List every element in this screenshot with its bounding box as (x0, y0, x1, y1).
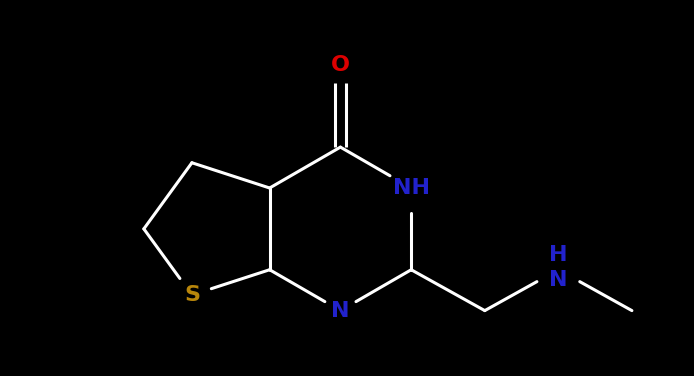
Text: N: N (331, 300, 350, 321)
Text: H: H (549, 245, 568, 265)
Text: O: O (331, 55, 350, 76)
Text: S: S (184, 285, 200, 305)
Text: NH: NH (393, 178, 430, 198)
Text: N: N (549, 270, 568, 290)
